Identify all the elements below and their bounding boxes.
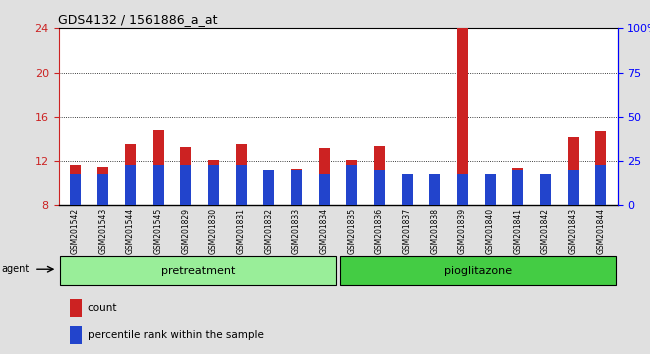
Text: count: count — [88, 303, 117, 313]
Bar — [457, 175, 468, 205]
Text: pretreatment: pretreatment — [161, 266, 235, 276]
Text: GSM201837: GSM201837 — [403, 208, 411, 254]
Bar — [540, 175, 551, 205]
Text: GSM201829: GSM201829 — [181, 208, 190, 254]
Text: GSM201544: GSM201544 — [126, 208, 135, 254]
Bar — [318, 175, 330, 205]
Text: GSM201844: GSM201844 — [597, 208, 605, 254]
Bar — [346, 166, 358, 205]
Bar — [98, 175, 109, 205]
Text: GSM201835: GSM201835 — [347, 208, 356, 254]
Text: agent: agent — [1, 264, 29, 274]
Bar — [374, 170, 385, 205]
Text: GSM201545: GSM201545 — [153, 208, 162, 254]
Bar — [402, 175, 413, 205]
Text: GSM201834: GSM201834 — [320, 208, 329, 254]
Text: GSM201840: GSM201840 — [486, 208, 495, 254]
Bar — [208, 166, 219, 205]
Bar — [235, 144, 247, 205]
Text: GSM201839: GSM201839 — [458, 208, 467, 254]
Bar — [485, 178, 496, 205]
Bar — [512, 168, 523, 205]
Bar — [291, 170, 302, 205]
Bar — [70, 326, 82, 344]
Bar — [70, 175, 81, 205]
Text: GSM201843: GSM201843 — [569, 208, 578, 254]
Text: GSM201831: GSM201831 — [237, 208, 246, 254]
Text: GDS4132 / 1561886_a_at: GDS4132 / 1561886_a_at — [58, 13, 218, 26]
Bar — [291, 169, 302, 205]
Bar — [340, 256, 616, 285]
Bar — [402, 191, 413, 205]
Text: GSM201842: GSM201842 — [541, 208, 550, 254]
Bar — [153, 166, 164, 205]
Bar — [318, 148, 330, 205]
Text: GSM201833: GSM201833 — [292, 208, 301, 254]
Bar — [567, 170, 578, 205]
Bar — [595, 166, 606, 205]
Bar — [208, 160, 219, 205]
Text: GSM201832: GSM201832 — [265, 208, 273, 254]
Bar — [346, 160, 358, 205]
Bar — [263, 170, 274, 205]
Bar — [153, 130, 164, 205]
Text: percentile rank within the sample: percentile rank within the sample — [88, 330, 263, 341]
Bar — [567, 137, 578, 205]
Bar — [374, 145, 385, 205]
Bar — [429, 180, 441, 205]
Bar — [457, 26, 468, 205]
Bar — [512, 170, 523, 205]
Text: GSM201841: GSM201841 — [514, 208, 523, 254]
Text: pioglitazone: pioglitazone — [444, 266, 512, 276]
Bar — [235, 166, 247, 205]
Text: GSM201830: GSM201830 — [209, 208, 218, 254]
Bar — [595, 131, 606, 205]
Bar — [485, 175, 496, 205]
Bar — [540, 181, 551, 205]
Bar — [263, 171, 274, 205]
Bar — [70, 299, 82, 317]
Bar — [98, 167, 109, 205]
Bar — [429, 175, 441, 205]
Text: GSM201836: GSM201836 — [375, 208, 384, 254]
Bar — [60, 256, 336, 285]
Text: GSM201543: GSM201543 — [98, 208, 107, 254]
Bar — [125, 166, 136, 205]
Text: GSM201838: GSM201838 — [430, 208, 439, 254]
Text: GSM201542: GSM201542 — [71, 208, 79, 254]
Bar — [125, 144, 136, 205]
Bar — [180, 147, 191, 205]
Bar — [180, 166, 191, 205]
Bar — [70, 166, 81, 205]
